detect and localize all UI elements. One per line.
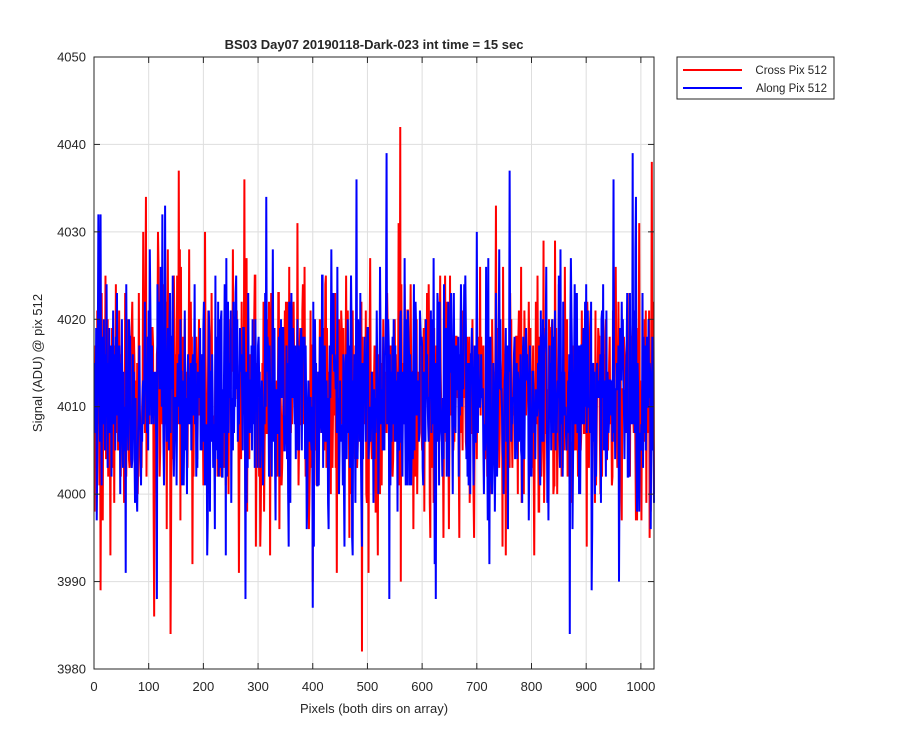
x-axis-label: Pixels (both dirs on array): [300, 701, 448, 716]
series-layer: [93, 126, 655, 652]
y-tick-label: 3990: [57, 574, 86, 589]
y-tick-label: 4030: [57, 224, 86, 239]
y-tick-label: 4020: [57, 312, 86, 327]
x-tick-label: 700: [466, 679, 488, 694]
legend-box: [676, 56, 835, 100]
axes: 0 100 200 300 400 500 600 700 800 900 1000 3980 3990…: [57, 50, 655, 695]
x-tick-label: 100: [138, 679, 160, 694]
x-tick-label: 400: [302, 679, 324, 694]
y-tick-label: 3980: [57, 662, 86, 677]
series-line-along-pix-512: [93, 153, 655, 635]
legend-label-along: Along Pix 512: [756, 83, 827, 95]
y-tick-label: 4000: [57, 487, 86, 502]
x-tick-label: 800: [521, 679, 543, 694]
y-tick-label: 4050: [57, 50, 86, 65]
x-tick-label: 900: [575, 679, 597, 694]
x-tick-label: 1000: [626, 679, 655, 694]
legend: Cross Pix 512 Along Pix 512: [676, 56, 835, 100]
x-tick-label: 500: [357, 679, 379, 694]
x-tick-label: 600: [411, 679, 433, 694]
legend-label-cross: Cross Pix 512: [755, 65, 827, 77]
x-tick-label: 300: [247, 679, 269, 694]
y-tick-label: 4010: [57, 399, 86, 414]
x-tick-label: 200: [193, 679, 215, 694]
plot-border: [93, 56, 655, 670]
x-tick-label: 0: [90, 679, 97, 694]
y-axis-label: Signal (ADU) @ pix 512: [30, 294, 45, 432]
chart-title: BS03 Day07 20190118-Dark-023 int time = …: [225, 37, 524, 52]
y-tick-label: 4040: [57, 137, 86, 152]
